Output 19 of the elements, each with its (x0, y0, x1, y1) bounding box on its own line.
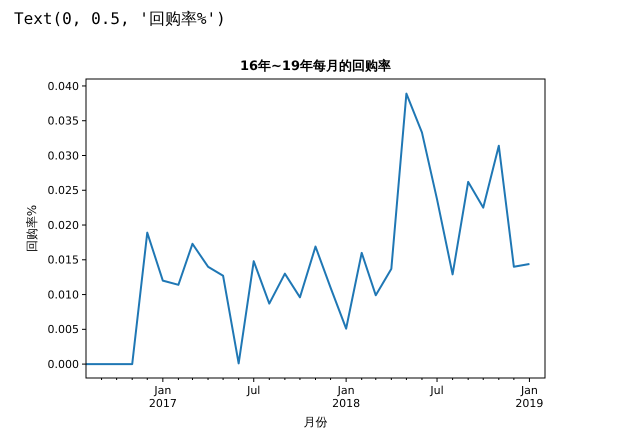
x-tick-label: Jan 2018 (332, 384, 360, 410)
chart-title: 16年~19年每月的回购率 (240, 58, 392, 74)
y-tick-label: 0.015 (48, 254, 79, 267)
x-axis-title: 月份 (304, 415, 328, 429)
y-tick-label: 0.030 (48, 149, 79, 162)
y-axis-title: 回购率% (25, 204, 39, 252)
x-tick-label: Jul (429, 384, 444, 397)
y-tick-label: 0.000 (48, 358, 79, 371)
y-tick-label: 0.035 (48, 114, 79, 128)
y-tick-label: 0.005 (48, 323, 79, 336)
y-tick-label: 0.025 (48, 184, 79, 198)
x-tick-label: Jan 2017 (148, 384, 177, 410)
line-series (86, 92, 530, 366)
y-tick-label: 0.020 (48, 218, 79, 232)
y-tick-label: 0.010 (48, 288, 79, 302)
x-tick-label: Jul (246, 384, 260, 397)
text: Text(0, 0.5, '回购率%') (14, 9, 226, 28)
y-tick-label: 0.040 (48, 80, 79, 93)
x-tick-label: Jan 2019 (515, 384, 544, 410)
